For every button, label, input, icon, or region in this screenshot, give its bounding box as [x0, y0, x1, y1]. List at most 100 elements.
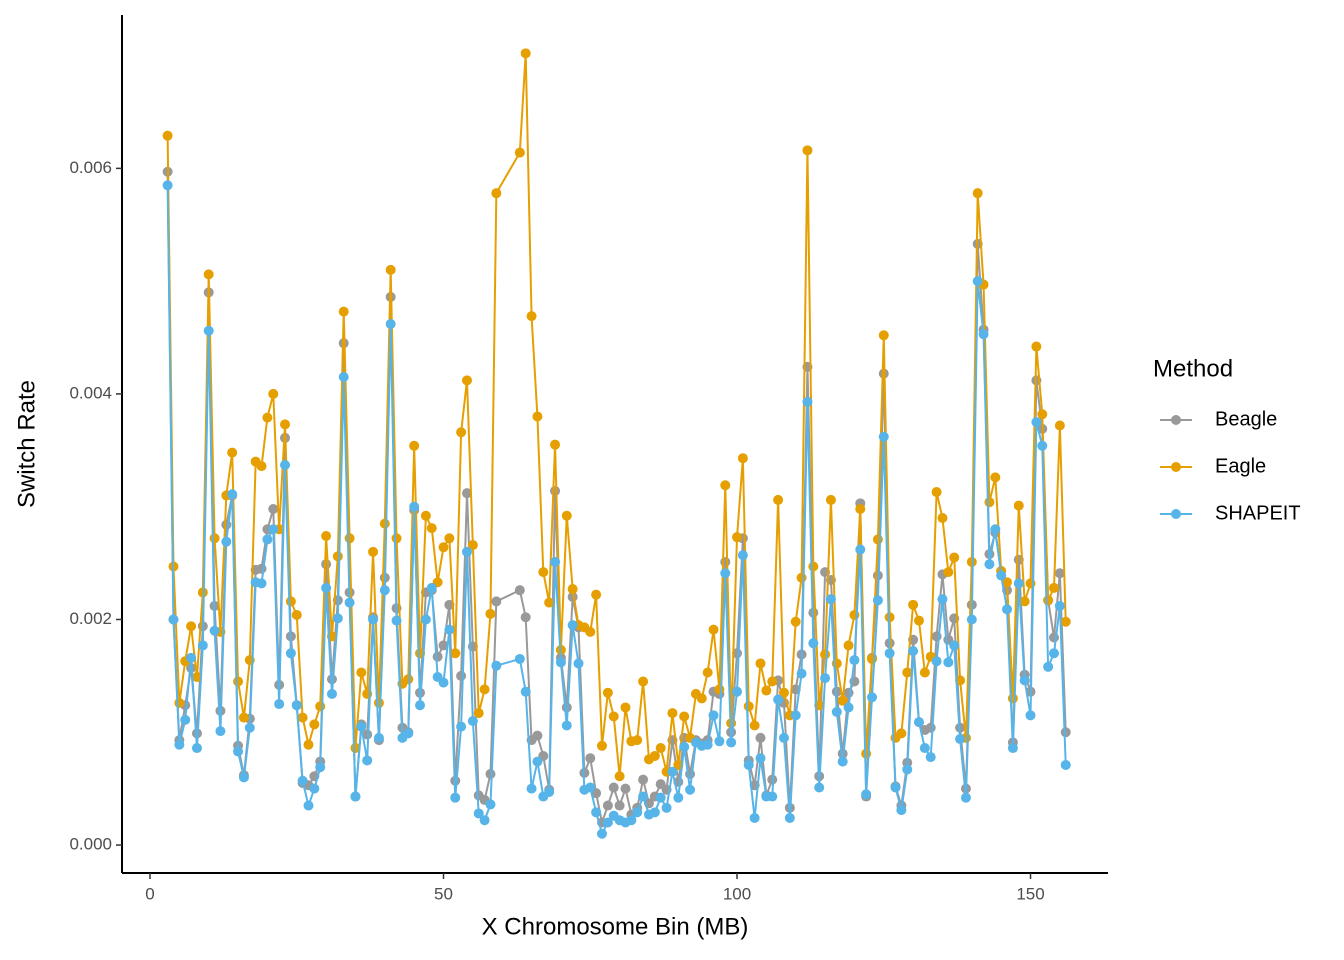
data-point: [767, 791, 778, 802]
data-point: [368, 614, 379, 625]
data-point: [638, 791, 649, 802]
data-point: [884, 648, 895, 659]
data-point: [972, 276, 983, 287]
data-point: [432, 651, 443, 662]
data-point: [902, 667, 913, 678]
x-tick-label: 100: [723, 884, 751, 903]
data-point: [990, 524, 1001, 535]
data-point: [485, 768, 496, 779]
data-point: [679, 741, 690, 752]
data-point: [837, 695, 848, 706]
data-point: [843, 702, 854, 713]
data-point: [814, 782, 825, 793]
data-point: [720, 480, 731, 491]
y-tick-label: 0.002: [69, 609, 112, 628]
data-point: [585, 626, 596, 637]
data-point: [368, 546, 379, 557]
data-point: [309, 783, 320, 794]
legend-label: Eagle: [1215, 455, 1266, 477]
data-point: [550, 556, 561, 567]
data-point: [262, 534, 273, 545]
legend-key-point: [1171, 509, 1181, 519]
data-point: [373, 732, 384, 743]
data-point: [949, 552, 960, 563]
data-point: [649, 807, 660, 818]
data-point: [608, 782, 619, 793]
data-point: [931, 656, 942, 667]
data-point: [550, 485, 561, 496]
data-point: [720, 568, 731, 579]
data-point: [943, 657, 954, 668]
data-point: [461, 488, 472, 499]
data-point: [479, 815, 490, 826]
data-point: [1060, 727, 1071, 738]
data-point: [233, 746, 244, 757]
data-point: [773, 694, 784, 705]
data-point: [280, 459, 291, 470]
data-point: [825, 494, 836, 505]
data-point: [685, 784, 696, 795]
data-point: [373, 697, 384, 708]
data-point: [996, 570, 1007, 581]
data-point: [714, 736, 725, 747]
data-point: [1019, 596, 1030, 607]
data-point: [602, 800, 613, 811]
data-point: [602, 817, 613, 828]
data-point: [1002, 604, 1013, 615]
data-point: [456, 670, 467, 681]
data-point: [1013, 500, 1024, 511]
data-point: [532, 411, 543, 422]
data-point: [520, 48, 531, 59]
data-point: [667, 708, 678, 719]
data-point: [315, 701, 326, 712]
data-point: [567, 584, 578, 595]
data-point: [268, 524, 279, 535]
data-point: [467, 540, 478, 551]
data-point: [385, 319, 396, 330]
data-point: [268, 503, 279, 514]
data-point: [614, 771, 625, 782]
data-point: [1019, 675, 1030, 686]
legend-key-point: [1171, 415, 1181, 425]
data-point: [790, 710, 801, 721]
data-point: [461, 546, 472, 557]
data-point: [256, 461, 267, 472]
data-point: [338, 372, 349, 383]
data-point: [808, 561, 819, 572]
data-point: [456, 427, 467, 438]
data-point: [767, 774, 778, 785]
data-point: [291, 700, 302, 711]
data-point: [561, 720, 572, 731]
data-point: [790, 616, 801, 627]
data-point: [321, 531, 332, 542]
data-point: [755, 753, 766, 764]
data-point: [602, 687, 613, 698]
data-point: [174, 697, 185, 708]
data-point: [673, 792, 684, 803]
data-point: [896, 805, 907, 816]
data-point: [450, 648, 461, 659]
data-point: [966, 614, 977, 625]
data-point: [338, 306, 349, 317]
data-point: [491, 660, 502, 671]
data-point: [755, 732, 766, 743]
data-point: [743, 759, 754, 770]
data-point: [708, 624, 719, 635]
data-point: [532, 756, 543, 767]
data-point: [591, 589, 602, 600]
data-point: [1043, 661, 1054, 672]
x-tick-label: 50: [434, 884, 453, 903]
data-point: [456, 721, 467, 732]
legend-label: Beagle: [1215, 408, 1277, 430]
data-point: [197, 640, 208, 651]
data-point: [438, 640, 449, 651]
data-point: [778, 732, 789, 743]
data-point: [285, 648, 296, 659]
data-point: [972, 188, 983, 199]
data-point: [585, 753, 596, 764]
data-point: [667, 766, 678, 777]
data-point: [908, 646, 919, 657]
data-point: [538, 567, 549, 578]
data-point: [638, 676, 649, 687]
data-point: [332, 551, 343, 562]
